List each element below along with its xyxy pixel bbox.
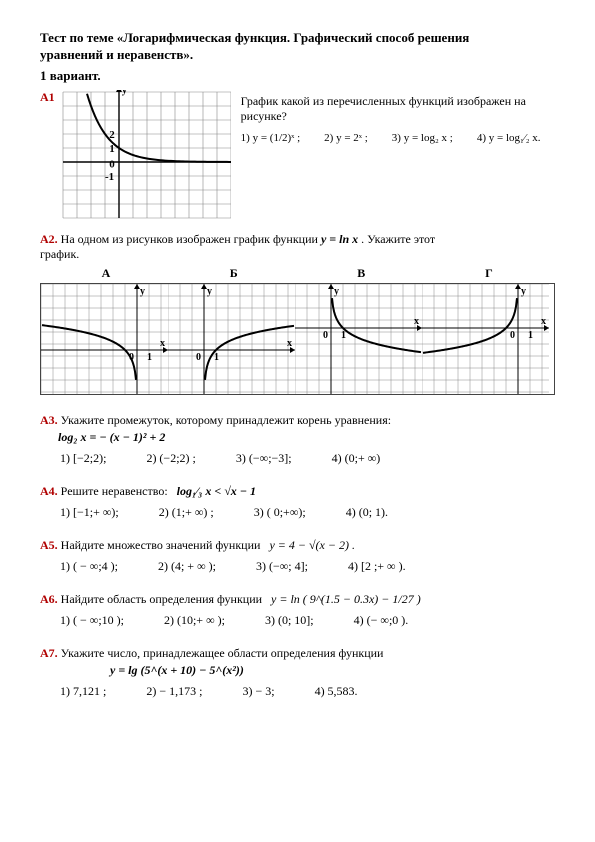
- a2-text-after: . Укажите этот: [361, 232, 435, 246]
- question-a1: А1 yx210-1 График какой из перечисленных…: [40, 90, 555, 220]
- a3-ans2: 2) (−2;2) ;: [146, 451, 195, 466]
- svg-text:0: 0: [323, 330, 328, 341]
- question-a4: А4. Решите неравенство: log₁⁄₃ x < √x − …: [40, 484, 555, 520]
- a4-ans2: 2) (1;+ ∞) ;: [159, 505, 214, 520]
- svg-text:-1: -1: [105, 171, 114, 183]
- question-a3: А3. Укажите промежуток, которому принадл…: [40, 413, 555, 466]
- a4-answers: 1) [−1;+ ∞); 2) (1;+ ∞) ; 3) ( 0;+∞); 4)…: [60, 505, 555, 520]
- page-title: Тест по теме «Логарифмическая функция. Г…: [40, 30, 555, 64]
- svg-text:1: 1: [214, 352, 219, 363]
- a6-ans3: 3) (0; 10];: [265, 613, 314, 628]
- a2-graphs: 0yx1 0yx1 0yx1 0yx1: [40, 283, 555, 395]
- a2-letter-a: А: [46, 266, 166, 281]
- a6-formula: y = ln ( 9^(1.5 − 0.3x) − 1/27 ): [271, 592, 421, 606]
- question-a6: А6. Найдите область определения функции …: [40, 592, 555, 628]
- a5-ans1: 1) ( − ∞;4 );: [60, 559, 118, 574]
- a1-label: А1: [40, 90, 55, 220]
- svg-text:1: 1: [341, 330, 346, 341]
- a2-letter-b: Б: [174, 266, 294, 281]
- a1-options: 1) y = (1/2)ˣ ; 2) y = 2ˣ ; 3) y = log₂ …: [241, 132, 555, 144]
- a4-label: А4.: [40, 484, 58, 498]
- a3-formula: log₂ x = − (x − 1)² + 2: [58, 430, 555, 445]
- a6-ans2: 2) (10;+ ∞ );: [164, 613, 225, 628]
- a2-text-line2: график.: [40, 247, 79, 261]
- a4-formula: log₁⁄₃ x < √x − 1: [177, 484, 256, 498]
- a3-ans4: 4) (0;+ ∞): [332, 451, 381, 466]
- question-a5: А5. Найдите множество значений функции y…: [40, 538, 555, 574]
- a6-ans4: 4) (− ∞;0 ).: [354, 613, 409, 628]
- a3-label: А3.: [40, 413, 58, 427]
- svg-text:x: x: [414, 316, 419, 327]
- a7-formula: y = lg (5^(x + 10) − 5^(x²)): [110, 663, 555, 678]
- a2-panel-b: 0 y x 1: [168, 284, 295, 394]
- a1-prompt: График какой из перечисленных функций из…: [241, 94, 555, 124]
- a2-panel-v: 0 y x 1: [295, 284, 422, 394]
- a5-text: Найдите множество значений функции: [61, 538, 261, 552]
- a3-answers: 1) [−2;2); 2) (−2;2) ; 3) (−∞;−3]; 4) (0…: [60, 451, 555, 466]
- svg-text:1: 1: [528, 330, 533, 341]
- a5-ans4: 4) [2 ;+ ∞ ).: [348, 559, 406, 574]
- a2-text-before: На одном из рисунков изображен график фу…: [61, 232, 318, 246]
- a3-ans1: 1) [−2;2);: [60, 451, 106, 466]
- svg-text:y: y: [140, 286, 145, 297]
- title-line1: Тест по теме «Логарифмическая функция. Г…: [40, 30, 469, 45]
- a7-ans1: 1) 7,121 ;: [60, 684, 106, 699]
- svg-text:1: 1: [147, 352, 152, 363]
- svg-text:0: 0: [109, 158, 115, 170]
- a1-opt2: 2) y = 2ˣ ;: [324, 132, 368, 144]
- a6-ans1: 1) ( − ∞;10 );: [60, 613, 124, 628]
- a7-ans4: 4) 5,583.: [315, 684, 358, 699]
- a5-formula: y = 4 − √(x − 2) .: [269, 538, 355, 552]
- a1-opt3: 3) y = log₂ x ;: [392, 132, 453, 144]
- a2-label: А2.: [40, 232, 58, 246]
- svg-text:x: x: [541, 316, 546, 327]
- a2-letters: А Б В Г: [46, 266, 549, 281]
- a4-ans3: 3) ( 0;+∞);: [254, 505, 306, 520]
- a6-text: Найдите область определения функции: [61, 592, 262, 606]
- svg-text:x: x: [287, 338, 292, 349]
- a7-ans2: 2) − 1,173 ;: [146, 684, 202, 699]
- question-a2-text: А2. На одном из рисунков изображен графи…: [40, 232, 555, 262]
- a5-label: А5.: [40, 538, 58, 552]
- a1-opt1: 1) y = (1/2)ˣ ;: [241, 132, 301, 144]
- a5-ans2: 2) (4; + ∞ );: [158, 559, 216, 574]
- a7-answers: 1) 7,121 ; 2) − 1,173 ; 3) − 3; 4) 5,583…: [60, 684, 555, 699]
- a2-panel-a: 0yx1: [41, 284, 168, 394]
- a7-label: А7.: [40, 646, 58, 660]
- title-line2: уравнений и неравенств».: [40, 47, 193, 62]
- svg-text:x: x: [160, 338, 165, 349]
- a2-letter-g: Г: [429, 266, 549, 281]
- variant: 1 вариант.: [40, 68, 555, 84]
- question-a7: А7. Укажите число, принадлежащее области…: [40, 646, 555, 699]
- a4-ans1: 1) [−1;+ ∞);: [60, 505, 119, 520]
- a2-panel-g: 0 y x1: [422, 284, 549, 394]
- svg-text:y: y: [121, 90, 127, 96]
- svg-text:y: y: [334, 286, 339, 297]
- a7-ans3: 3) − 3;: [242, 684, 274, 699]
- a6-label: А6.: [40, 592, 58, 606]
- svg-text:0: 0: [196, 352, 201, 363]
- svg-text:0: 0: [510, 330, 515, 341]
- a6-answers: 1) ( − ∞;10 ); 2) (10;+ ∞ ); 3) (0; 10];…: [60, 613, 555, 628]
- a2-formula: y = ln x: [321, 232, 358, 246]
- a3-ans3: 3) (−∞;−3];: [236, 451, 292, 466]
- a1-graph: yx210-1: [61, 90, 231, 220]
- a7-text: Укажите число, принадлежащее области опр…: [61, 646, 384, 660]
- a2-letter-v: В: [301, 266, 421, 281]
- svg-text:y: y: [207, 286, 212, 297]
- a1-opt4: 4) y = log₁⁄₂ x.: [477, 132, 541, 144]
- a4-ans4: 4) (0; 1).: [346, 505, 388, 520]
- a5-ans3: 3) (−∞; 4];: [256, 559, 308, 574]
- a4-text: Решите неравенство:: [61, 484, 168, 498]
- svg-text:y: y: [521, 286, 526, 297]
- a5-answers: 1) ( − ∞;4 ); 2) (4; + ∞ ); 3) (−∞; 4]; …: [60, 559, 555, 574]
- a3-text: Укажите промежуток, которому принадлежит…: [61, 413, 391, 427]
